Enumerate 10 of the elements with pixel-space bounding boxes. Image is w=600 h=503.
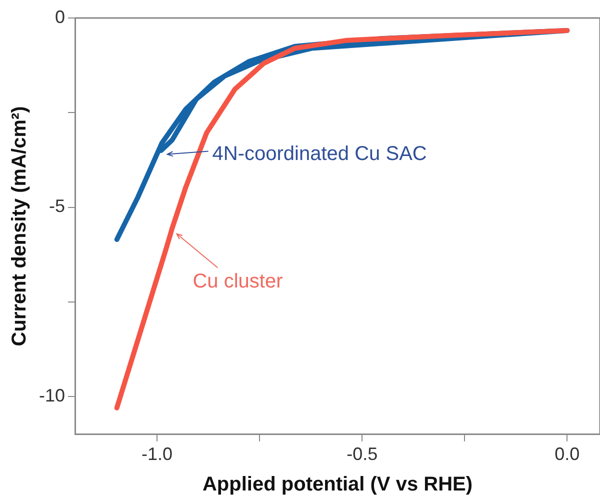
annotation: Cu cluster — [192, 270, 284, 292]
annotation: 4N-coordinated Cu SAC — [212, 142, 427, 165]
x-tick-label: -1.0 — [142, 444, 173, 464]
y-tick-label: 0 — [55, 6, 66, 27]
x-tick-label: -0.5 — [346, 444, 378, 464]
y-axis-title: Current density (mA/cm²) — [8, 106, 31, 346]
x-axis-title: Applied potential (V vs RHE) — [202, 474, 473, 496]
y-tick-label: -5 — [49, 196, 66, 216]
y-tick-label: -10 — [39, 386, 66, 406]
x-tick-label: 0.0 — [554, 444, 580, 464]
